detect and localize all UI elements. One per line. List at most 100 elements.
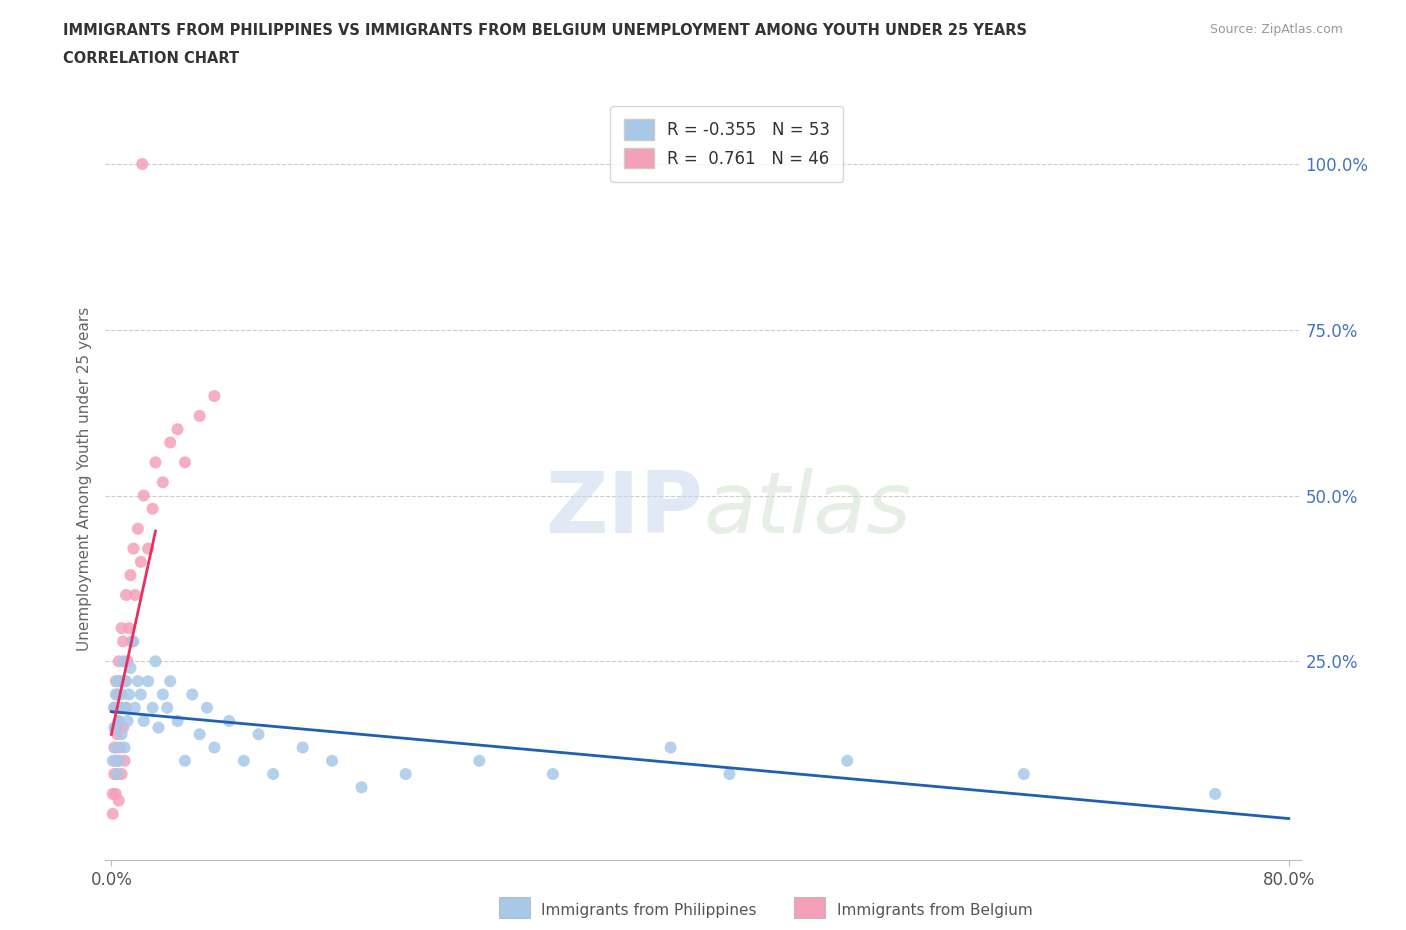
Point: [107, 753, 129, 768]
Point: [107, 753, 129, 768]
Point: [156, 700, 179, 715]
Point: [659, 740, 682, 755]
Point: [107, 713, 129, 728]
Point: [115, 700, 138, 715]
Point: [145, 455, 167, 470]
Point: [107, 654, 129, 669]
Point: [114, 740, 136, 755]
Point: [188, 408, 211, 423]
Point: [159, 435, 181, 450]
Text: CORRELATION CHART: CORRELATION CHART: [63, 51, 239, 66]
Point: [121, 634, 143, 649]
Point: [188, 727, 211, 742]
Point: [115, 588, 138, 603]
Point: [115, 673, 138, 688]
Point: [108, 740, 131, 755]
Text: Immigrants from Belgium: Immigrants from Belgium: [837, 903, 1032, 918]
Text: IMMIGRANTS FROM PHILIPPINES VS IMMIGRANTS FROM BELGIUM UNEMPLOYMENT AMONG YOUTH : IMMIGRANTS FROM PHILIPPINES VS IMMIGRANT…: [63, 23, 1028, 38]
Point: [118, 620, 141, 635]
Point: [837, 753, 859, 768]
Point: [174, 753, 197, 768]
Point: [127, 673, 149, 688]
Point: [195, 700, 218, 715]
Point: [350, 780, 373, 795]
Point: [104, 787, 127, 802]
Point: [103, 740, 125, 755]
Point: [159, 673, 181, 688]
Point: [114, 673, 136, 688]
Point: [262, 766, 284, 781]
Point: [104, 740, 127, 755]
Point: [129, 687, 152, 702]
Point: [103, 700, 125, 715]
Point: [111, 620, 134, 635]
Point: [105, 673, 128, 688]
Point: [247, 727, 270, 742]
Point: [115, 700, 138, 715]
Point: [111, 700, 134, 715]
Point: [101, 806, 124, 821]
Point: [104, 673, 127, 688]
Point: [202, 740, 225, 755]
Point: [152, 687, 174, 702]
Point: [107, 673, 129, 688]
Point: [141, 700, 163, 715]
Point: [108, 700, 131, 715]
Point: [129, 554, 152, 569]
Y-axis label: Unemployment Among Youth under 25 years: Unemployment Among Youth under 25 years: [76, 307, 91, 651]
Point: [101, 787, 124, 802]
Point: [111, 727, 134, 742]
Point: [118, 687, 141, 702]
Point: [174, 455, 197, 470]
Point: [107, 793, 129, 808]
Point: [103, 766, 125, 781]
Point: [104, 687, 127, 702]
Point: [1012, 766, 1035, 781]
Point: [136, 541, 159, 556]
Point: [141, 501, 163, 516]
Point: [112, 634, 135, 649]
Point: [107, 713, 129, 728]
Point: [132, 713, 155, 728]
Point: [291, 740, 314, 755]
Text: ZIP: ZIP: [546, 468, 703, 551]
Point: [541, 766, 564, 781]
Point: [120, 567, 142, 582]
Text: Immigrants from Philippines: Immigrants from Philippines: [541, 903, 756, 918]
Point: [132, 488, 155, 503]
Point: [117, 713, 139, 728]
Text: atlas: atlas: [703, 468, 911, 551]
Point: [103, 720, 125, 735]
Point: [104, 720, 127, 735]
Point: [112, 720, 135, 735]
Point: [232, 753, 254, 768]
Point: [131, 156, 153, 171]
Point: [321, 753, 343, 768]
Point: [181, 687, 204, 702]
Point: [127, 521, 149, 536]
Point: [120, 660, 142, 675]
Point: [166, 713, 188, 728]
Point: [114, 753, 136, 768]
Point: [148, 720, 170, 735]
Point: [111, 766, 134, 781]
Point: [105, 727, 128, 742]
Point: [145, 654, 167, 669]
Point: [108, 673, 131, 688]
Point: [105, 687, 128, 702]
Legend: R = -0.355   N = 53, R =  0.761   N = 46: R = -0.355 N = 53, R = 0.761 N = 46: [610, 106, 844, 181]
Text: Source: ZipAtlas.com: Source: ZipAtlas.com: [1209, 23, 1343, 36]
Point: [124, 588, 146, 603]
Point: [105, 766, 128, 781]
Point: [136, 673, 159, 688]
Point: [101, 753, 124, 768]
Point: [117, 654, 139, 669]
Point: [111, 687, 134, 702]
Point: [104, 753, 127, 768]
Point: [122, 634, 145, 649]
Point: [152, 475, 174, 490]
Point: [218, 713, 240, 728]
Point: [395, 766, 418, 781]
Point: [124, 700, 146, 715]
Point: [103, 700, 125, 715]
